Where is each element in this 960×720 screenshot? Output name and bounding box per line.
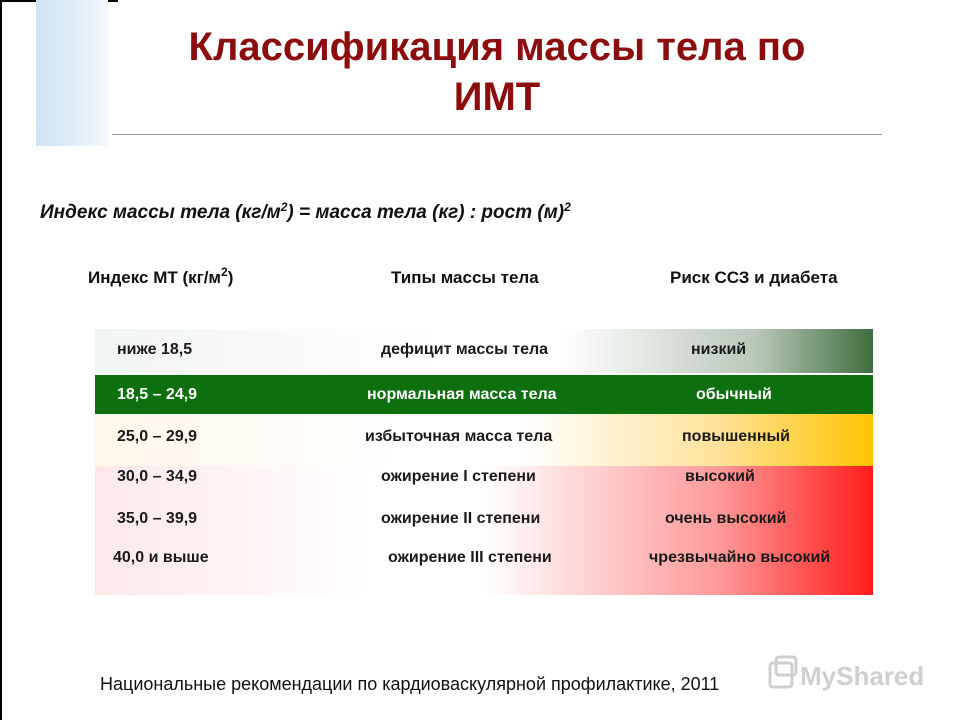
cell-risk: чрезвычайно высокий <box>649 549 831 566</box>
cell-bmi: 18,5 – 24,9 <box>117 386 198 403</box>
cell-type: избыточная масса тела <box>365 428 553 445</box>
formula-sup-2: 2 <box>564 200 571 214</box>
source-citation: Национальные рекомендации по кардиоваску… <box>100 674 720 694</box>
title-accent-block <box>36 0 108 146</box>
cell-risk: высокий <box>685 468 755 485</box>
cell-bmi: 30,0 – 34,9 <box>117 468 198 485</box>
formula-part-1: Индекс массы тела (кг/м <box>40 202 281 223</box>
cell-risk: очень высокий <box>665 510 787 527</box>
cell-risk: низкий <box>691 341 747 358</box>
cell-bmi: 35,0 – 39,9 <box>117 510 198 527</box>
header-bmi: Индекс МТ (кг/м2) <box>88 265 234 288</box>
cell-risk: повышенный <box>682 428 790 445</box>
header-bmi-prefix: Индекс МТ (кг/м <box>88 268 222 287</box>
header-bmi-suffix: ) <box>227 268 234 287</box>
header-bmi-sup: 2 <box>221 265 228 279</box>
table-row-normal: 18,5 – 24,9 нормальная масса тела обычны… <box>95 375 873 414</box>
table-row-underweight: ниже 18,5 дефицит массы тела низкий <box>95 329 873 373</box>
table-group-obesity: 30,0 – 34,9 ожирение I степени высокий 3… <box>95 466 873 595</box>
formula-part-2: ) = масса тела (кг) : рост (м) <box>287 202 565 223</box>
bmi-formula: Индекс массы тела (кг/м2) = масса тела (… <box>40 200 571 224</box>
header-risk: Риск ССЗ и диабета <box>670 268 838 287</box>
title-line-1: Классификация массы тела по <box>188 25 806 69</box>
cell-bmi: ниже 18,5 <box>117 341 193 358</box>
cell-type: дефицит массы тела <box>381 341 549 358</box>
cell-bmi: 25,0 – 29,9 <box>117 428 198 445</box>
watermark-text: MyShared <box>800 661 924 691</box>
title-line-2: ИМТ <box>453 75 541 119</box>
cell-type: ожирение III степени <box>388 549 552 566</box>
slide-title: Классификация массы тела по ИМТ <box>112 22 882 122</box>
title-divider <box>112 134 882 135</box>
slide-left-border <box>0 0 2 720</box>
watermark-logo: MyShared <box>768 655 924 691</box>
formula-sup-1: 2 <box>280 200 288 214</box>
cell-bmi: 40,0 и выше <box>113 549 209 566</box>
table-row-overweight: 25,0 – 29,9 избыточная масса тела повыше… <box>95 414 873 466</box>
cell-type: ожирение I степени <box>381 468 536 485</box>
cell-risk: обычный <box>696 386 772 403</box>
header-type: Типы массы тела <box>391 268 539 287</box>
cell-type: ожирение II степени <box>381 510 541 527</box>
cell-type: нормальная масса тела <box>367 386 557 403</box>
